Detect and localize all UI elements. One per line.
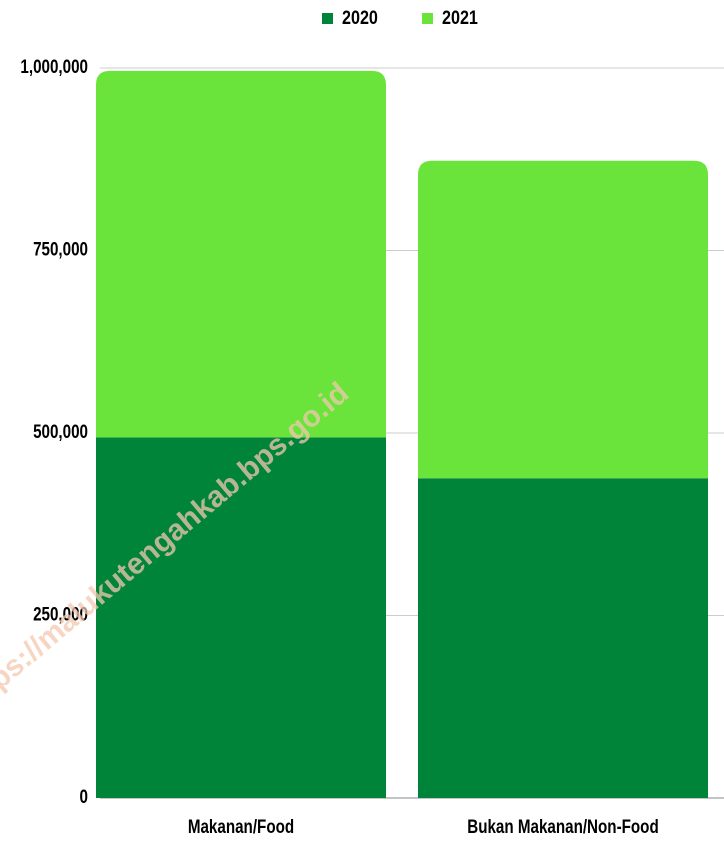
legend-label: 2020 [342, 7, 378, 29]
bar-segment [418, 478, 708, 798]
bar-segment [96, 70, 386, 438]
legend-swatch [322, 13, 333, 24]
legend-swatch [422, 13, 433, 24]
y-tick-label: 1,000,000 [20, 55, 88, 77]
y-tick-label: 500,000 [33, 420, 88, 442]
bar-segment [418, 160, 708, 479]
legend-label: 2021 [442, 7, 478, 29]
y-tick-label: 750,000 [33, 238, 88, 260]
bar-segment [96, 437, 386, 798]
x-tick-label: Makanan/Food [188, 815, 294, 837]
y-tick-label: 250,000 [33, 603, 88, 625]
y-tick-label: 0 [80, 785, 88, 807]
x-tick-label: Bukan Makanan/Non-Food [467, 815, 659, 837]
